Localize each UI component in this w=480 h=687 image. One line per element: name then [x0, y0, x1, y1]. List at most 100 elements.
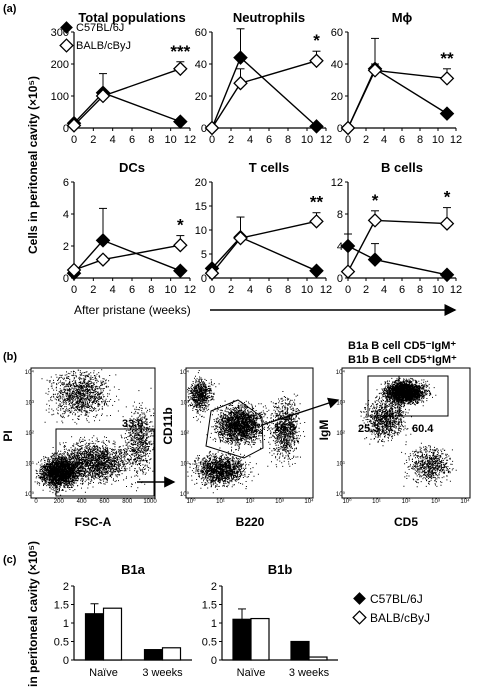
flow-plot-2-xtick: 10⁰ — [186, 498, 196, 505]
chart-a5-ytick-label: 5 — [201, 249, 207, 261]
chart-a1-xtick-label: 4 — [110, 134, 116, 146]
flow-plot-2-xtick: 10³ — [275, 499, 284, 505]
flow-plot-2-gate-value: 16.8 — [274, 422, 295, 434]
flow-plot-3-xtick: 10³ — [431, 499, 440, 505]
chart-a3-ytick-label: 20 — [331, 91, 343, 103]
chart-a5-xtick-label: 0 — [209, 284, 215, 296]
chart-a4-balb-point — [95, 252, 111, 267]
chart-a4-xtick-label: 12 — [184, 284, 196, 296]
chart-a6-balb-point — [439, 216, 455, 231]
flow-plot-2-xlabel: B220 — [236, 515, 265, 529]
panel-label-c: (c) — [3, 554, 17, 566]
chart-a2-ytick-label: 0 — [201, 123, 207, 135]
flow-plot-1-xlabel: FSC-A — [75, 515, 112, 529]
chart-a2-balb-point — [309, 53, 324, 69]
flow-event-cluster — [206, 400, 272, 455]
chart-c2-bar-c57-na-ve — [232, 618, 252, 661]
chart-a1-xtick-label: 6 — [129, 134, 135, 146]
chart-a3-ytick-label: 40 — [331, 59, 343, 71]
panel-b-flow-plots: 33.0 PI FSC-A 0 200 400 600 800 1000 10⁴ 10³ 10²… — [1, 340, 471, 529]
chart-a4-balb-point — [173, 237, 188, 253]
chart-a5: T cells 0 5 10 15 20 0 2 4 6 8 10 12 ** — [195, 160, 332, 296]
chart-a1-title: Total populations — [78, 10, 185, 25]
chart-a6-ytick-label: 12 — [331, 177, 343, 189]
chart-a6-xtick-label: 6 — [399, 284, 405, 296]
flow-plot-3-xlabel: CD5 — [394, 515, 418, 529]
chart-a6-c57-point — [439, 267, 455, 283]
flow-plot-2-ytick: 10⁰ — [180, 491, 190, 498]
flow-plot-3-ylabel: IgM — [317, 420, 331, 441]
flow-plot-2-ytick: 10³ — [180, 401, 189, 407]
chart-a2-xtick-label: 0 — [209, 134, 215, 146]
chart-a3-xtick-label: 10 — [432, 134, 444, 146]
chart-c2-ytick-label: 1.5 — [202, 600, 217, 612]
flow-event-cluster — [265, 391, 306, 468]
flow-plot-1-xtick: 200 — [54, 499, 65, 505]
legend-a: C57BL/6J BALB/cByJ — [59, 21, 131, 53]
chart-a3-xtick-label: 0 — [345, 134, 351, 146]
chart-a4-c57-point — [173, 263, 188, 279]
chart-a3-ytick-label: 0 — [337, 123, 343, 135]
flow-plot-1-ytick: 10³ — [25, 401, 34, 407]
chart-c1-category-na-ve: Naïve — [89, 667, 118, 679]
gate-arrow-2 — [261, 397, 340, 426]
chart-a3-ytick-label: 60 — [331, 27, 343, 39]
legend-a-balb-label: BALB/cByJ — [76, 40, 131, 52]
flow-plot-3-events — [359, 377, 457, 488]
flow-plot-1-xtick: 1000 — [143, 499, 157, 505]
chart-a5-ytick-label: 15 — [195, 201, 207, 213]
chart-a2-ytick-label: 40 — [195, 59, 207, 71]
chart-a4-balb-point — [66, 262, 82, 278]
chart-a4-ytick-label: 2 — [63, 241, 69, 253]
chart-a4-ytick-label: 0 — [63, 273, 69, 285]
flow-plot-3-ticks: 10⁰ 10¹ 10² 10³ 10⁴ 10⁴ 10³ 10² 10¹ 10⁰ — [336, 369, 470, 505]
chart-a1-xtick-label: 0 — [71, 134, 77, 146]
chart-a3-balb-line — [347, 69, 448, 129]
flow-annotation-b1a: B1a B cell CD5⁻IgM⁺ — [348, 340, 456, 352]
chart-a5-ytick-label: 0 — [201, 273, 207, 285]
flow-plot-1-ytick: 10² — [25, 431, 34, 437]
flow-event-cluster — [187, 449, 259, 494]
chart-c1-title: B1a — [121, 562, 146, 577]
chart-a1-ytick-label: 0 — [63, 123, 69, 135]
chart-a1-c57-point — [173, 114, 188, 129]
chart-a6-balb-point — [367, 213, 383, 228]
chart-a6-c57-line — [347, 245, 448, 276]
legend-c-balb-marker — [352, 610, 367, 625]
chart-a2-c57-point — [233, 50, 248, 65]
chart-a2-xtick-label: 2 — [228, 134, 234, 146]
chart-a2-xtick-label: 10 — [301, 134, 313, 146]
chart-a3-xtick-label: 8 — [417, 134, 423, 146]
chart-c1-bar-c57-3-weeks — [143, 649, 164, 661]
chart-a3-significance: ** — [440, 49, 454, 68]
chart-a5-xtick-label: 8 — [285, 284, 291, 296]
chart-a2-c57-point — [309, 119, 324, 134]
chart-c2-ytick-label: 0 — [211, 655, 217, 667]
flow-plot-1-events — [34, 369, 155, 496]
chart-a1-balb-point — [66, 118, 82, 133]
chart-c2-category-na-ve: Naïve — [237, 667, 266, 679]
chart-a1-xtick-label: 12 — [184, 134, 196, 146]
legend-a-c57-label: C57BL/6J — [76, 22, 124, 34]
chart-a3-balb-point — [439, 71, 455, 86]
legend-c-balb-label: BALB/cByJ — [370, 611, 430, 625]
flow-event-cluster — [34, 449, 90, 496]
flow-plot-1-gate-value: 33.0 — [122, 418, 143, 430]
chart-a5-xtick-label: 6 — [266, 284, 272, 296]
chart-a1-balb-line — [73, 68, 181, 126]
chart-a4-c57-point — [95, 233, 111, 248]
chart-a1-balb-point — [95, 88, 111, 104]
chart-a4-xtick-label: 10 — [165, 284, 177, 296]
chart-a2-balb-point — [233, 75, 248, 91]
chart-c1: B1a 0 0.5 1 1.5 2 Naïve 3 weeks — [54, 562, 192, 679]
chart-a1-ytick-label: 100 — [51, 91, 69, 103]
chart-a3-balb-point — [340, 120, 356, 136]
chart-c1-ytick-label: 1 — [63, 618, 69, 630]
chart-a5-balb-point — [309, 214, 324, 229]
flow-plot-3-ytick: 10¹ — [336, 462, 345, 468]
flow-plot-1-xtick: 0 — [34, 499, 38, 505]
chart-c1-bar-c57-na-ve — [84, 613, 105, 661]
chart-c2: B1b 0 0.5 1 1.5 2 Naïve 3 weeks — [202, 562, 338, 679]
flow-plot-1-ylabel: PI — [1, 430, 15, 441]
